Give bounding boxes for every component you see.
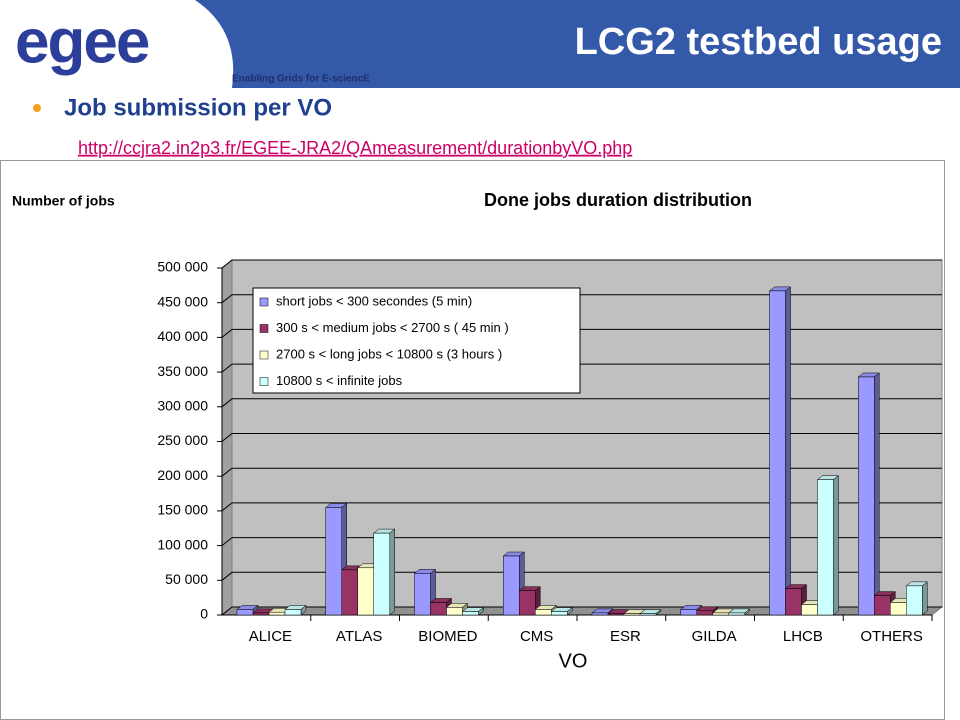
bar-side: [922, 581, 928, 616]
legend-box: [252, 287, 581, 394]
bullet-dot: [33, 104, 41, 112]
y-tick-label: 0: [200, 606, 208, 622]
y-tick-label: 300 000: [157, 398, 208, 414]
bar-side: [833, 475, 839, 616]
y-tick-label: 50 000: [165, 571, 208, 587]
bar: [236, 609, 254, 616]
slide-title: LCG2 testbed usage: [575, 21, 942, 63]
y-tick-label: 200 000: [157, 467, 208, 483]
tagline: Enabling Grids for E-sciencE: [232, 74, 370, 85]
grid-line: [221, 433, 942, 442]
y-tick-label: 400 000: [157, 328, 208, 344]
grid-line: [221, 502, 942, 512]
legend-swatch: [259, 297, 269, 307]
grid-line: [221, 259, 942, 269]
bar: [890, 602, 907, 616]
bar-side: [389, 528, 395, 616]
x-tick-label: CMS: [520, 628, 553, 645]
y-tick-label: 350 000: [157, 363, 208, 379]
x-tick-label: LHCB: [783, 628, 823, 645]
bar-side: [785, 286, 791, 616]
bar: [591, 612, 609, 616]
link[interactable]: http://ccjra2.in2p3.fr/EGEE-JRA2/QAmeasu…: [78, 138, 632, 158]
bar: [801, 604, 818, 616]
grid-line: [221, 467, 942, 477]
legend-swatch: [259, 350, 269, 360]
logo-area: [0, 0, 234, 88]
x-tick-label: GILDA: [692, 628, 737, 645]
bar: [680, 609, 697, 616]
bar-side: [874, 372, 880, 616]
x-tick-label: BIOMED: [418, 628, 477, 645]
bar: [357, 567, 374, 616]
bar: [341, 569, 358, 616]
bar: [519, 590, 536, 616]
y-tick-label: 450 000: [157, 293, 208, 309]
y-tick-label: 250 000: [157, 432, 208, 448]
bar: [268, 611, 286, 616]
legend-label: 2700 s < long jobs < 10800 s (3 hours ): [276, 346, 502, 361]
logo: egee: [15, 7, 149, 76]
legend-label: short jobs < 300 secondes (5 min): [276, 293, 472, 308]
bar: [874, 595, 891, 616]
bar: [414, 573, 431, 616]
bar: [462, 611, 479, 616]
bar: [817, 479, 834, 616]
y-axis-label: Number of jobs: [12, 193, 115, 209]
bar: [607, 613, 625, 616]
grid-line: [221, 363, 942, 373]
bar: [551, 611, 568, 616]
bar: [623, 613, 641, 616]
bar: [858, 376, 875, 616]
legend-swatch: [259, 377, 269, 386]
bar: [785, 588, 802, 616]
x-tick-label: ESR: [610, 628, 641, 645]
bar: [535, 609, 552, 616]
bar: [503, 555, 520, 616]
grid-line: [221, 294, 942, 304]
legend-label: 300 s < medium jobs < 2700 s ( 45 min ): [276, 320, 509, 335]
bar: [373, 532, 390, 616]
bar: [769, 290, 786, 616]
bar: [430, 602, 447, 616]
grid-line: [221, 537, 942, 546]
legend-label: 10800 s < infinite jobs: [276, 373, 403, 388]
bullet-text: Job submission per VO: [64, 94, 332, 121]
bar: [446, 607, 463, 616]
x-tick-label: ALICE: [249, 628, 292, 645]
bar: [696, 610, 713, 616]
bar: [906, 585, 923, 616]
x-tick-label: OTHERS: [860, 628, 923, 645]
y-tick-label: 150 000: [157, 502, 208, 518]
x-axis-label: VO: [559, 650, 588, 672]
bar: [284, 609, 302, 616]
x-tick-label: ATLAS: [336, 628, 382, 645]
bar: [712, 612, 729, 616]
chart-title: Done jobs duration distribution: [484, 190, 752, 210]
bar: [639, 613, 657, 616]
y-tick-label: 500 000: [157, 259, 208, 275]
bar: [728, 612, 745, 616]
grid-line: [221, 398, 942, 408]
bar: [325, 507, 342, 616]
grid-line: [221, 328, 942, 338]
grid-line: [221, 571, 942, 581]
bar: [252, 612, 270, 616]
legend-swatch: [259, 324, 269, 333]
y-tick-label: 100 000: [157, 536, 208, 552]
